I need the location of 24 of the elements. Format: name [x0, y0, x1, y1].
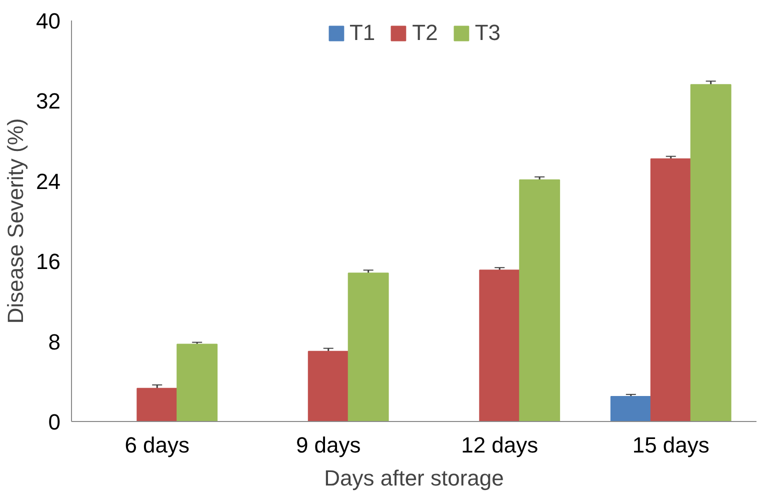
bar [650, 158, 692, 422]
bar [348, 272, 389, 422]
y-axis-title: Disease Severity (%) [3, 118, 28, 324]
y-tick-label: 8 [48, 329, 61, 354]
y-tick-label: 40 [36, 8, 61, 34]
bar [610, 396, 652, 422]
bar [308, 350, 349, 422]
bar [136, 388, 178, 422]
y-tick-label: 16 [36, 249, 61, 274]
x-tick-label: 9 days [296, 432, 361, 458]
bar [690, 84, 732, 422]
y-tick-label: 32 [36, 88, 61, 114]
legend-label: T1 [349, 20, 376, 46]
bar [519, 179, 560, 422]
y-tick-label: 0 [48, 410, 61, 434]
bar [176, 344, 218, 422]
x-tick-label: 12 days [461, 432, 538, 458]
y-tick-label: 24 [36, 168, 61, 194]
legend-label: T2 [412, 20, 438, 46]
x-tick-label: 6 days [124, 432, 190, 458]
bar [479, 270, 520, 422]
x-tick-label: 15 days [632, 432, 710, 458]
legend-label: T3 [474, 20, 501, 46]
x-axis-title: Days after storage [324, 466, 504, 490]
